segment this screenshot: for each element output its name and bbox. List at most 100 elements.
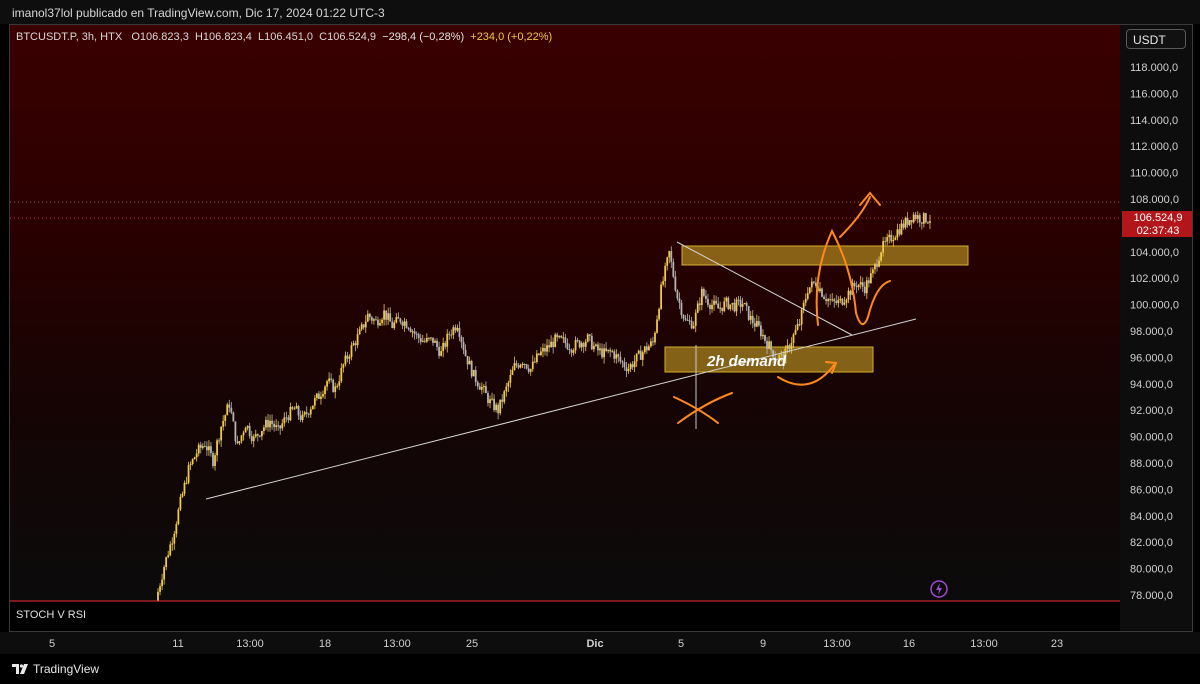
candle-body <box>576 340 579 342</box>
candle-body <box>827 299 830 302</box>
candle-body <box>650 341 652 347</box>
candle-body <box>250 435 253 442</box>
candle-body <box>566 343 569 350</box>
candle-body <box>232 412 235 422</box>
currency-selector[interactable]: USDT <box>1126 29 1186 49</box>
candle-body <box>786 345 789 349</box>
demand-zone-label: 2h demand <box>706 353 787 370</box>
ascending-trendline[interactable] <box>205 318 917 500</box>
candle-body <box>199 444 202 448</box>
candle-body <box>423 340 426 342</box>
candle-body <box>313 398 316 406</box>
flash-icon[interactable] <box>930 580 948 598</box>
candle-body <box>639 350 642 360</box>
candle-body <box>784 348 787 364</box>
candle-body <box>263 427 265 432</box>
candle-body <box>878 260 880 267</box>
price-tick: 94.000,0 <box>1130 379 1173 391</box>
candle-body <box>513 363 516 371</box>
candle-body <box>821 288 823 297</box>
candle-body <box>256 434 259 436</box>
candle-body <box>751 315 754 324</box>
candle-body <box>354 343 357 346</box>
candle-body <box>318 393 320 399</box>
candle-body <box>743 303 746 305</box>
price-tick: 84.000,0 <box>1130 511 1173 523</box>
indicator-label[interactable]: STOCH V RSI <box>16 609 87 621</box>
candle-body <box>454 327 457 331</box>
time-tick: 5 <box>49 638 55 650</box>
candle-body <box>326 381 328 387</box>
candle-body <box>772 349 775 358</box>
candle-body <box>570 349 573 353</box>
candle-body <box>762 335 764 337</box>
demand-zone[interactable] <box>664 346 874 373</box>
candle-body <box>163 567 166 580</box>
candle-body <box>377 319 379 326</box>
candle-body <box>617 354 620 357</box>
candle-body <box>666 257 669 266</box>
candle-body <box>328 378 330 382</box>
symbol-legend[interactable]: BTCUSDT.P, 3h, HTX O106.823,3 H106.823,4… <box>16 31 552 43</box>
candle-body <box>350 345 353 357</box>
price-axis-ticks[interactable]: 118.000,0 116.000,0 114.000,0 112.000,0 110.… <box>1130 62 1179 602</box>
candle-body <box>564 337 567 344</box>
candle-body <box>269 420 271 428</box>
candle-body <box>660 284 662 309</box>
time-tick: 9 <box>760 638 766 650</box>
candle-body <box>806 293 809 299</box>
candle-body <box>216 440 218 456</box>
candle-body <box>922 213 925 224</box>
candle-body <box>501 399 504 402</box>
candle-body <box>525 364 528 369</box>
candle-body <box>387 313 390 320</box>
candle-body <box>246 425 249 428</box>
chart-frame[interactable]: 2h demand 118.000,0 116.000,0 114.000,0 112… <box>9 24 1193 632</box>
candle-body <box>770 341 772 350</box>
tradingview-logo[interactable]: TradingView <box>12 661 99 677</box>
candle-body <box>658 308 660 320</box>
candle-body <box>645 346 648 351</box>
candle-body <box>452 327 455 335</box>
candle-body <box>230 407 233 413</box>
candle-body <box>442 342 445 352</box>
candle-body <box>503 391 506 402</box>
price-tick: 96.000,0 <box>1130 352 1173 364</box>
candle-body <box>790 343 793 350</box>
price-tick: 86.000,0 <box>1130 484 1173 496</box>
candle-body <box>627 369 630 372</box>
candle-body <box>533 361 536 363</box>
price-chart[interactable]: 2h demand 118.000,0 116.000,0 114.000,0 112… <box>10 25 1193 631</box>
candle-body <box>584 341 587 347</box>
descending-trendline[interactable] <box>676 241 853 336</box>
candle-body <box>546 345 548 352</box>
candle-body <box>601 348 603 358</box>
candle-body <box>745 303 748 307</box>
candle-body <box>912 214 915 223</box>
candle-body <box>580 343 583 348</box>
candle-body <box>572 350 575 353</box>
candle-body <box>348 356 351 359</box>
candle-body <box>637 350 640 354</box>
candle-body <box>839 298 842 300</box>
candle-body <box>700 288 703 306</box>
candle-body <box>238 441 241 444</box>
candle-body <box>597 344 599 351</box>
candle-body <box>631 364 634 368</box>
candle-body <box>696 303 699 313</box>
candle-body <box>373 319 375 321</box>
candle-body <box>446 333 449 347</box>
candle-body <box>694 312 697 326</box>
candle-body <box>191 459 194 465</box>
time-axis[interactable]: 5 11 13:00 18 13:00 25 Dic 5 9 13:00 16 13:00 23 <box>0 632 1200 654</box>
candle-body <box>480 387 483 390</box>
candle-body <box>808 287 811 294</box>
time-tick: 13:00 <box>383 638 411 650</box>
candle-body <box>432 337 434 343</box>
candle-body <box>654 332 656 343</box>
candle-body <box>311 405 314 410</box>
symbol-name[interactable]: BTCUSDT.P, 3h, HTX <box>16 31 123 43</box>
annotation-drawings[interactable] <box>673 191 891 424</box>
candle-body <box>812 281 815 283</box>
candle-body <box>664 265 667 282</box>
